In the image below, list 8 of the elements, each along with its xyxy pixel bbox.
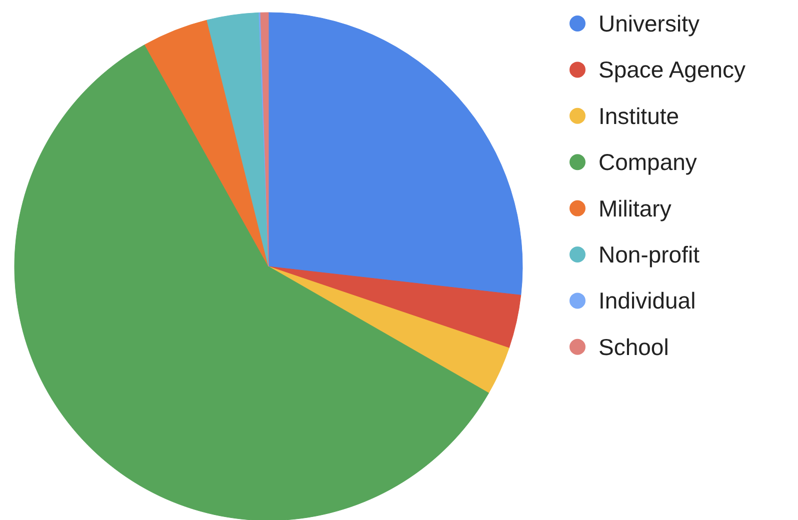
legend-label: Military	[598, 195, 672, 222]
legend-label: Non-profit	[598, 242, 700, 268]
legend-label: Company	[598, 149, 698, 176]
legend-label: Space Agency	[598, 56, 746, 83]
legend-label: Individual	[598, 288, 696, 314]
legend-label: University	[598, 10, 700, 36]
legend-label: School	[598, 334, 669, 360]
legend-label: Institute	[598, 102, 680, 129]
